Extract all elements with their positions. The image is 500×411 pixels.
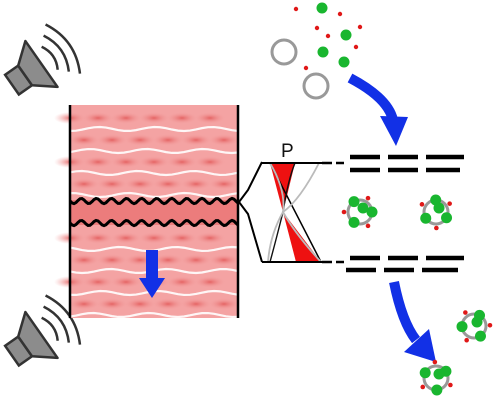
channel-wall-top: [322, 154, 464, 173]
tissue-blob: [194, 232, 226, 244]
tissue-blob: [68, 254, 100, 266]
tissue-blob: [194, 112, 226, 124]
empty-ring-icon: [302, 72, 330, 100]
tissue-blob: [82, 156, 114, 168]
tissue-blob: [208, 178, 240, 190]
tissue-blob: [68, 178, 100, 190]
tissue-blob: [180, 134, 212, 146]
particle-cluster-icon: [419, 359, 453, 396]
tissue-blob: [194, 276, 226, 288]
tissue-blob: [152, 254, 184, 266]
tissue-blob: [96, 134, 128, 146]
empty-ring-icon: [270, 38, 298, 66]
pressure-label: P: [281, 141, 294, 162]
tissue-blob: [138, 156, 170, 168]
tissue-blob: [208, 298, 240, 310]
tissue-stripe: [68, 147, 239, 155]
wavy-channel-top: [68, 196, 240, 206]
particle-cluster-icon: [419, 194, 453, 231]
speaker-bottom-icon: [3, 294, 82, 368]
free-particles: [293, 2, 363, 71]
bracket: [237, 161, 263, 263]
tissue-blob: [82, 112, 114, 124]
tissue-blob: [152, 134, 184, 146]
tissue-blob: [180, 178, 212, 190]
tissue-blob: [138, 232, 170, 244]
tissue-blob: [166, 276, 198, 288]
tissue-blob: [124, 178, 156, 190]
tissue-blob: [138, 112, 170, 124]
curved-arrow-bottom-icon: [389, 281, 436, 362]
tissue-blob: [208, 254, 240, 266]
tissue-blob: [180, 298, 212, 310]
tissue-blob: [82, 232, 114, 244]
tissue-blob: [68, 134, 100, 146]
tissue-blob: [96, 298, 128, 310]
tissue-blob: [96, 178, 128, 190]
tissue-blob: [208, 134, 240, 146]
curved-arrow-top-icon: [347, 73, 408, 146]
tissue-blob: [110, 232, 142, 244]
tissue-stripe: [68, 125, 239, 133]
pressure-profile-icon: [262, 162, 322, 263]
tissue-blob: [110, 276, 142, 288]
down-arrow-icon: [139, 250, 165, 298]
tissue-blob: [166, 112, 198, 124]
tissue-blob: [194, 156, 226, 168]
tissue-blob: [166, 232, 198, 244]
tissue-blob: [152, 178, 184, 190]
tissue-blob: [124, 134, 156, 146]
channel-wall-bottom: [322, 255, 464, 273]
tissue-stripe: [68, 311, 239, 319]
tissue-blob: [180, 254, 212, 266]
tissue-blob: [124, 298, 156, 310]
tissue-blob: [96, 254, 128, 266]
tissue-blob: [110, 112, 142, 124]
tissue-blob: [82, 276, 114, 288]
tissue-blob: [68, 298, 100, 310]
tissue-stripe: [68, 191, 239, 199]
tissue-blob: [152, 298, 184, 310]
tissue-blob: [166, 156, 198, 168]
tissue-stripe: [68, 169, 239, 177]
particle-cluster-icon: [456, 309, 493, 343]
tissue-blob: [110, 156, 142, 168]
particle-cluster-icon: [341, 195, 378, 229]
particle-clusters: [341, 194, 493, 396]
wavy-channel-bottom: [68, 218, 240, 228]
speaker-top-icon: [3, 23, 82, 97]
